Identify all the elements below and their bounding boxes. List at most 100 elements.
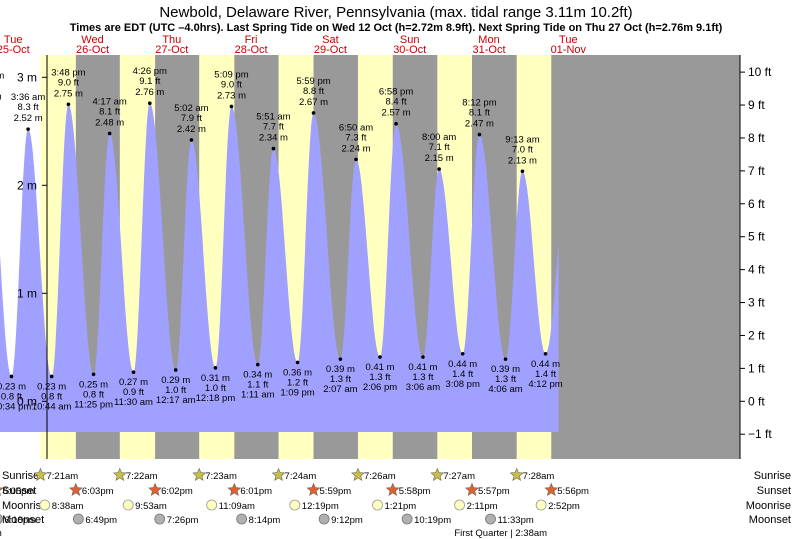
- sunset-time: 5:56pm: [557, 486, 589, 497]
- high-tide-meters: 2.13 m: [508, 155, 537, 166]
- low-tide-time: 11:30 am: [114, 397, 153, 408]
- day-name-label: Wed: [81, 34, 103, 46]
- low-tide-meters: 0.41 m: [408, 362, 437, 373]
- low-tide-point: [173, 368, 178, 372]
- high-tide-feet: 8.8 ft: [303, 86, 324, 97]
- moonset-moon-icon: [401, 513, 413, 525]
- moonset-moon-icon: [485, 513, 496, 525]
- day-name-label: Sat: [322, 34, 339, 46]
- high-tide-time: 6:50 am: [339, 122, 373, 133]
- moonset-moon-icon: [236, 513, 248, 525]
- day-date-label: 31-Oct: [472, 44, 505, 56]
- low-tide-feet: 1.3 ft: [330, 374, 351, 385]
- low-tide-point: [91, 372, 96, 377]
- moonrise-moon-icon: [535, 499, 547, 511]
- low-tide-point: [255, 362, 260, 367]
- high-tide-meters: 2.76 m: [135, 87, 164, 98]
- y-tick-label-feet: 0 ft: [748, 394, 765, 408]
- high-tide-point: [271, 146, 276, 151]
- y-tick-label-feet: 5 ft: [748, 230, 765, 244]
- moonset-moon-icon: [72, 513, 84, 525]
- sunrise-star-icon: [33, 467, 48, 481]
- sunrise-star-icon: [271, 467, 286, 481]
- y-tick-label-meters: 3 m: [17, 70, 37, 84]
- low-tide-point: [421, 355, 425, 359]
- row-label-right: Sunrise: [754, 470, 791, 482]
- row-label-right: Moonrise: [746, 500, 791, 512]
- low-tide-time: 12:18 pm: [196, 393, 236, 404]
- low-tide-time: 10:34 pm: [0, 401, 31, 412]
- day-name-label: Fri: [245, 34, 258, 46]
- low-tide-feet: 1.2 ft: [287, 377, 308, 388]
- moonset-time: 10:19pm: [414, 515, 451, 526]
- tide-curve: [0, 103, 559, 432]
- y-tick-label-meters: 1 m: [17, 286, 37, 300]
- high-tide-meters: 2.48 m: [95, 117, 124, 128]
- sunset-star-icon: [306, 482, 321, 496]
- low-tide-time: 12:17 am: [156, 395, 196, 406]
- moonset-time: 8:14pm: [249, 515, 281, 526]
- day-date-label: 01-Nov: [551, 44, 587, 56]
- day-name-label: Tue: [4, 34, 23, 46]
- sunrise-time: 7:21am: [46, 471, 78, 482]
- low-tide-meters: 0.23 m: [0, 381, 26, 392]
- low-tide-meters: 0.31 m: [201, 373, 230, 384]
- low-tide-feet: 1.1 ft: [247, 380, 268, 391]
- high-tide-time: 6:58 pm: [379, 87, 413, 98]
- low-tide-feet: 1.0 ft: [165, 385, 186, 396]
- moonset-time: 6:18pm: [4, 515, 36, 526]
- high-tide-meters: 2.57 m: [382, 108, 411, 119]
- high-tide-feet: 7.3 ft: [345, 132, 366, 143]
- y-tick-label-feet: 7 ft: [748, 164, 765, 178]
- low-tide-point: [338, 357, 343, 361]
- day-name-label: Tue: [559, 34, 578, 46]
- moonrise-moon-icon: [39, 499, 51, 511]
- low-tide-meters: 0.34 m: [243, 370, 272, 381]
- day-date-label: 26-Oct: [76, 44, 109, 56]
- high-tide-point: [66, 102, 71, 107]
- moonrise-time: 1:21pm: [385, 501, 417, 512]
- high-tide-meters: 2.72 m: [0, 92, 2, 103]
- low-tide-point: [213, 366, 218, 370]
- row-label-left: Sunrise: [2, 470, 39, 482]
- high-tide-meters: 2.47 m: [465, 119, 494, 130]
- high-tide-meters: 2.24 m: [341, 143, 370, 154]
- high-tide-feet: 7.9 ft: [181, 113, 202, 124]
- low-tide-time: 2:07 am: [323, 384, 357, 395]
- sunrise-star-icon: [351, 467, 365, 481]
- sunrise-star-icon: [112, 467, 127, 481]
- row-label-left: Sunset: [2, 485, 36, 497]
- day-date-label: 25-Oct: [0, 44, 30, 56]
- high-tide-point: [229, 104, 234, 109]
- moonrise-moon-icon: [122, 499, 134, 511]
- low-tide-time: 3:08 pm: [446, 379, 480, 390]
- low-tide-meters: 0.25 m: [79, 379, 108, 390]
- low-tide-point: [378, 355, 382, 359]
- low-tide-meters: 0.39 m: [491, 364, 520, 375]
- sunset-star-icon: [148, 482, 163, 496]
- row-label-right: Moonset: [749, 514, 791, 526]
- sunrise-star-icon: [509, 467, 524, 481]
- sunrise-time: 7:22am: [126, 471, 158, 482]
- low-tide-feet: 1.3 ft: [369, 372, 390, 383]
- moonset-time: 7:26pm: [167, 515, 199, 526]
- high-tide-time: 9:13 am: [505, 134, 539, 145]
- moonset-time: 9:12pm: [331, 515, 363, 526]
- high-tide-point: [189, 138, 194, 142]
- sunrise-time: 7:26am: [364, 471, 396, 482]
- high-tide-feet: 8.1 ft: [99, 106, 120, 117]
- low-tide-meters: 0.39 m: [326, 364, 355, 375]
- sunset-time: 6:03pm: [82, 486, 114, 497]
- low-tide-feet: 0.8 ft: [83, 389, 104, 400]
- high-tide-point: [311, 111, 316, 115]
- sunset-time: 6:01pm: [240, 486, 272, 497]
- high-tide-meters: 2.15 m: [425, 153, 454, 164]
- moonrise-time: 2:52pm: [548, 501, 580, 512]
- moonrise-moon-icon: [372, 499, 383, 511]
- low-tide-point: [49, 374, 54, 379]
- low-tide-time: 4:12 pm: [528, 379, 562, 390]
- moonrise-moon-icon: [454, 499, 465, 511]
- high-tide-feet: 8.3 ft: [18, 102, 39, 113]
- high-tide-meters: 2.34 m: [259, 133, 288, 144]
